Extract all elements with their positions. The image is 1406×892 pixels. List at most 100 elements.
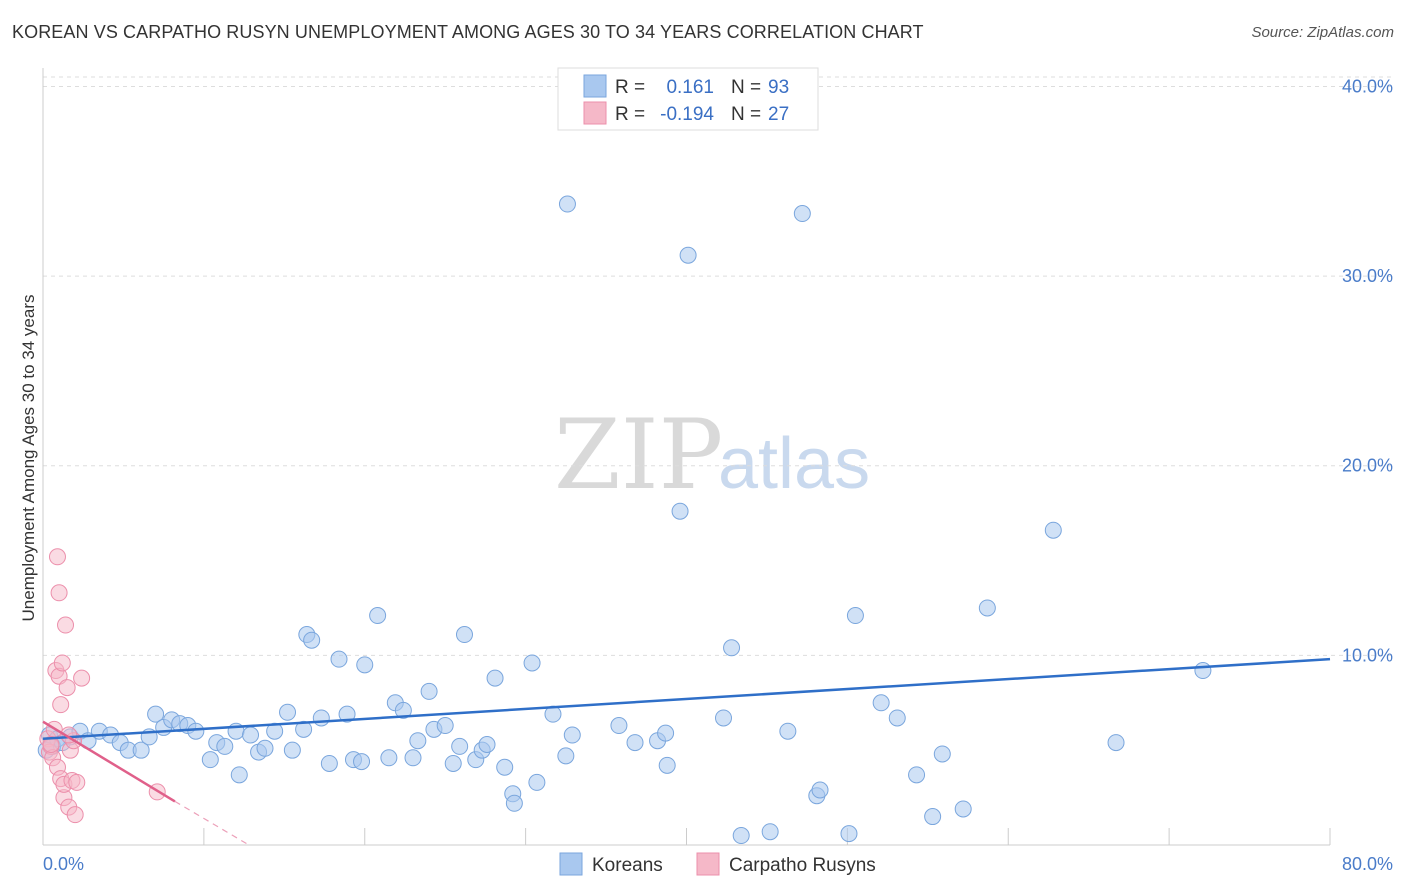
- korean-point: [132, 741, 150, 759]
- rusyn-trend-line: [42, 720, 176, 803]
- korean-point: [380, 749, 398, 767]
- korean-point: [330, 650, 348, 668]
- korean-point: [478, 735, 496, 753]
- korean-point: [242, 726, 260, 744]
- korean-point: [256, 739, 274, 757]
- korean-point: [320, 754, 338, 772]
- korean-point: [338, 705, 356, 723]
- legend-rusyn-n-value: 27: [768, 104, 789, 125]
- korean-point: [279, 703, 297, 721]
- korean-point: [303, 631, 321, 649]
- korean-point: [872, 694, 890, 712]
- korean-point: [978, 599, 996, 617]
- korean-point: [679, 246, 697, 264]
- legend-korean-r-label: R =: [615, 77, 645, 98]
- legend-rusyn-n-label: N =: [731, 104, 761, 125]
- korean-point: [353, 753, 371, 771]
- rusyn-point: [73, 669, 91, 687]
- x-tick-label-max: 80.0%: [1342, 854, 1393, 874]
- korean-point: [924, 808, 942, 826]
- legend-korean-r-value: 0.161: [666, 77, 714, 98]
- korean-point: [528, 773, 546, 791]
- watermark-zip: ZIP: [554, 399, 723, 511]
- legend-rusyn-swatch: [583, 101, 607, 125]
- korean-point: [187, 722, 205, 740]
- korean-point: [369, 607, 387, 625]
- korean-point: [1044, 521, 1062, 539]
- chart-title: KOREAN VS CARPATHO RUSYN UNEMPLOYMENT AM…: [12, 22, 924, 42]
- y-tick-label: 30.0%: [1342, 266, 1393, 286]
- korean-point: [409, 732, 427, 750]
- rusyn-point: [42, 735, 60, 753]
- korean-point: [723, 639, 741, 657]
- legend-bottom-rusyn-swatch: [696, 852, 720, 876]
- korean-point: [230, 766, 248, 784]
- rusyn-point: [48, 548, 66, 566]
- korean-point: [1107, 734, 1125, 752]
- korean-point: [451, 737, 469, 755]
- korean-point: [312, 709, 330, 727]
- legend-top: R = 0.161 N = 93 R = -0.194 N = 27: [557, 67, 819, 131]
- korean-point: [436, 717, 454, 735]
- rusyn-point: [66, 806, 84, 824]
- korean-point: [201, 751, 219, 769]
- gridlines: [43, 76, 1393, 656]
- legend-bottom-korean-swatch: [559, 852, 583, 876]
- korean-point: [954, 800, 972, 818]
- korean-point: [563, 726, 581, 744]
- korean-point: [557, 747, 575, 765]
- korean-point: [658, 756, 676, 774]
- korean-point: [657, 724, 675, 742]
- korean-point: [496, 758, 514, 776]
- korean-point: [793, 205, 811, 223]
- korean-point: [455, 626, 473, 644]
- rusyn-points-group: [39, 548, 166, 824]
- y-tick-label: 20.0%: [1342, 456, 1393, 476]
- korean-point: [715, 709, 733, 727]
- legend-bottom: Koreans Carpatho Rusyns: [559, 852, 876, 876]
- y-axis-label: Unemployment Among Ages 30 to 34 years: [19, 295, 38, 622]
- korean-point: [811, 781, 829, 799]
- trend-lines: [42, 657, 1331, 846]
- rusyn-trend-extension: [174, 800, 250, 846]
- korean-point: [558, 195, 576, 213]
- korean-point: [908, 766, 926, 784]
- korean-point: [444, 754, 462, 772]
- korean-point: [840, 825, 858, 843]
- korean-point: [523, 654, 541, 672]
- rusyn-point: [68, 773, 86, 791]
- korean-point: [933, 745, 951, 763]
- korean-point: [1194, 662, 1212, 680]
- watermark-atlas: atlas: [718, 424, 870, 504]
- korean-point: [732, 827, 750, 845]
- korean-point: [779, 722, 797, 740]
- rusyn-point: [53, 654, 71, 672]
- korean-points-group: [37, 195, 1212, 845]
- legend-rusyn-r-value: -0.194: [660, 104, 714, 125]
- korean-point: [671, 502, 689, 520]
- korean-point: [420, 682, 438, 700]
- korean-point: [404, 749, 422, 767]
- legend-korean-n-label: N =: [731, 77, 761, 98]
- korean-point: [147, 705, 165, 723]
- korean-point: [846, 607, 864, 625]
- rusyn-point: [58, 679, 76, 697]
- rusyn-point: [57, 616, 75, 634]
- korean-point: [505, 794, 523, 812]
- y-tick-labels: 10.0% 20.0% 30.0% 40.0%: [1342, 76, 1393, 665]
- legend-korean-swatch: [583, 74, 607, 98]
- korean-trend-line: [42, 657, 1331, 741]
- korean-point: [486, 669, 504, 687]
- korean-point: [216, 737, 234, 755]
- korean-point: [295, 720, 313, 738]
- rusyn-point: [50, 584, 68, 602]
- korean-point: [283, 741, 301, 759]
- legend-bottom-korean-label: Koreans: [592, 855, 663, 876]
- legend-rusyn-r-label: R =: [615, 104, 645, 125]
- source-credit: Source: ZipAtlas.com: [1251, 24, 1394, 41]
- rusyn-point: [52, 696, 70, 714]
- y-tick-label: 10.0%: [1342, 645, 1393, 665]
- korean-point: [761, 823, 779, 841]
- y-tick-label: 40.0%: [1342, 76, 1393, 96]
